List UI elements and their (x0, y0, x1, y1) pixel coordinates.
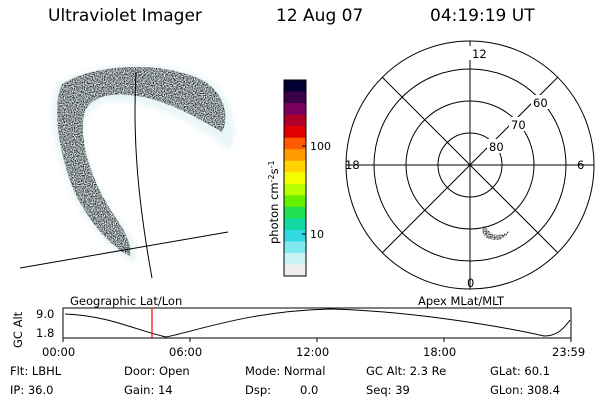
timeline-xtick-0600: 06:00 (169, 345, 203, 359)
colorbar-units: photon cm-2s-1 (267, 160, 281, 244)
timeline-axis-label: GC Alt (11, 311, 25, 348)
latitude-line (19, 231, 229, 269)
status-glat: GLat: 60.1 (490, 364, 551, 378)
colorbar-cell (284, 264, 306, 277)
colorbar-cell (284, 241, 306, 254)
status-dsp-label: Dsp: (245, 383, 272, 397)
colorbar-label-100: 100 (310, 140, 331, 153)
colorbar-cell (284, 229, 306, 243)
instrument-title: Ultraviolet Imager (48, 6, 202, 26)
status-gc-altitude: GC Alt: 2.3 Re (366, 364, 447, 378)
mlt-label-0: 0 (467, 276, 474, 290)
status-sequence: Seq: 39 (366, 383, 410, 397)
timeline-right-title: Apex MLat/MLT (418, 294, 505, 308)
colorbar-cell (284, 114, 306, 127)
colorbar-cell (284, 103, 306, 116)
timeline-xtick-1200: 12:00 (296, 345, 330, 359)
status-mode: Mode: Normal (245, 364, 326, 378)
altitude-timeline: GC Alt (11, 307, 572, 348)
colorbar-cell (284, 252, 306, 266)
mlt-label-6: 6 (577, 158, 584, 172)
colorbar-label-10: 10 (310, 228, 324, 241)
meridian-line (134, 71, 153, 279)
status-door: Door: Open (124, 364, 190, 378)
colorbar-cell (284, 172, 306, 185)
colorbar-cell (284, 218, 306, 231)
colorbar-cell (284, 137, 306, 150)
mlt-label-12: 12 (472, 47, 487, 61)
timeline-xtick-0000: 00:00 (42, 345, 76, 359)
observation-date: 12 Aug 07 (276, 6, 364, 26)
mlt-label-18: 18 (345, 158, 360, 172)
colorbar: 100 10 photon cm-2s-1 (267, 79, 331, 277)
timeline-xtick-1800: 18:00 (423, 345, 457, 359)
status-filter: Flt: LBHL (10, 364, 62, 378)
colorbar-cell (284, 183, 306, 196)
mlat-label-60: 60 (533, 96, 548, 110)
colorbar-cell (284, 160, 306, 173)
colorbar-cell (284, 206, 306, 219)
mlat-label-70: 70 (511, 118, 526, 132)
status-ip: IP: 36.0 (10, 383, 54, 397)
timeline-frame (62, 307, 572, 339)
observation-time: 04:19:19 UT (430, 6, 535, 26)
colorbar-cell (284, 195, 306, 208)
altitude-curve (64, 308, 571, 338)
timeline-left-title: Geographic Lat/Lon (70, 294, 183, 308)
mlat-label-80: 80 (489, 140, 504, 154)
timeline-ytick-bottom: 1.8 (36, 326, 55, 340)
polar-plot: 12 18 6 0 60 70 80 (345, 40, 595, 290)
timeline-xtick-2359: 23:59 (552, 345, 586, 359)
colorbar-cell (284, 80, 306, 93)
polar-diagonal-2 (381, 76, 559, 254)
status-gain: Gain: 14 (124, 383, 173, 397)
geographic-auroral-image (19, 65, 235, 279)
polar-auroral-blob (482, 226, 510, 240)
colorbar-cell (284, 149, 306, 162)
colorbar-cell (284, 126, 306, 139)
timeline-ytick-top: 9.0 (36, 307, 55, 321)
colorbar-cell (284, 91, 306, 104)
status-glon: GLon: 308.4 (490, 383, 560, 397)
status-dsp-value: 0.0 (300, 383, 319, 397)
